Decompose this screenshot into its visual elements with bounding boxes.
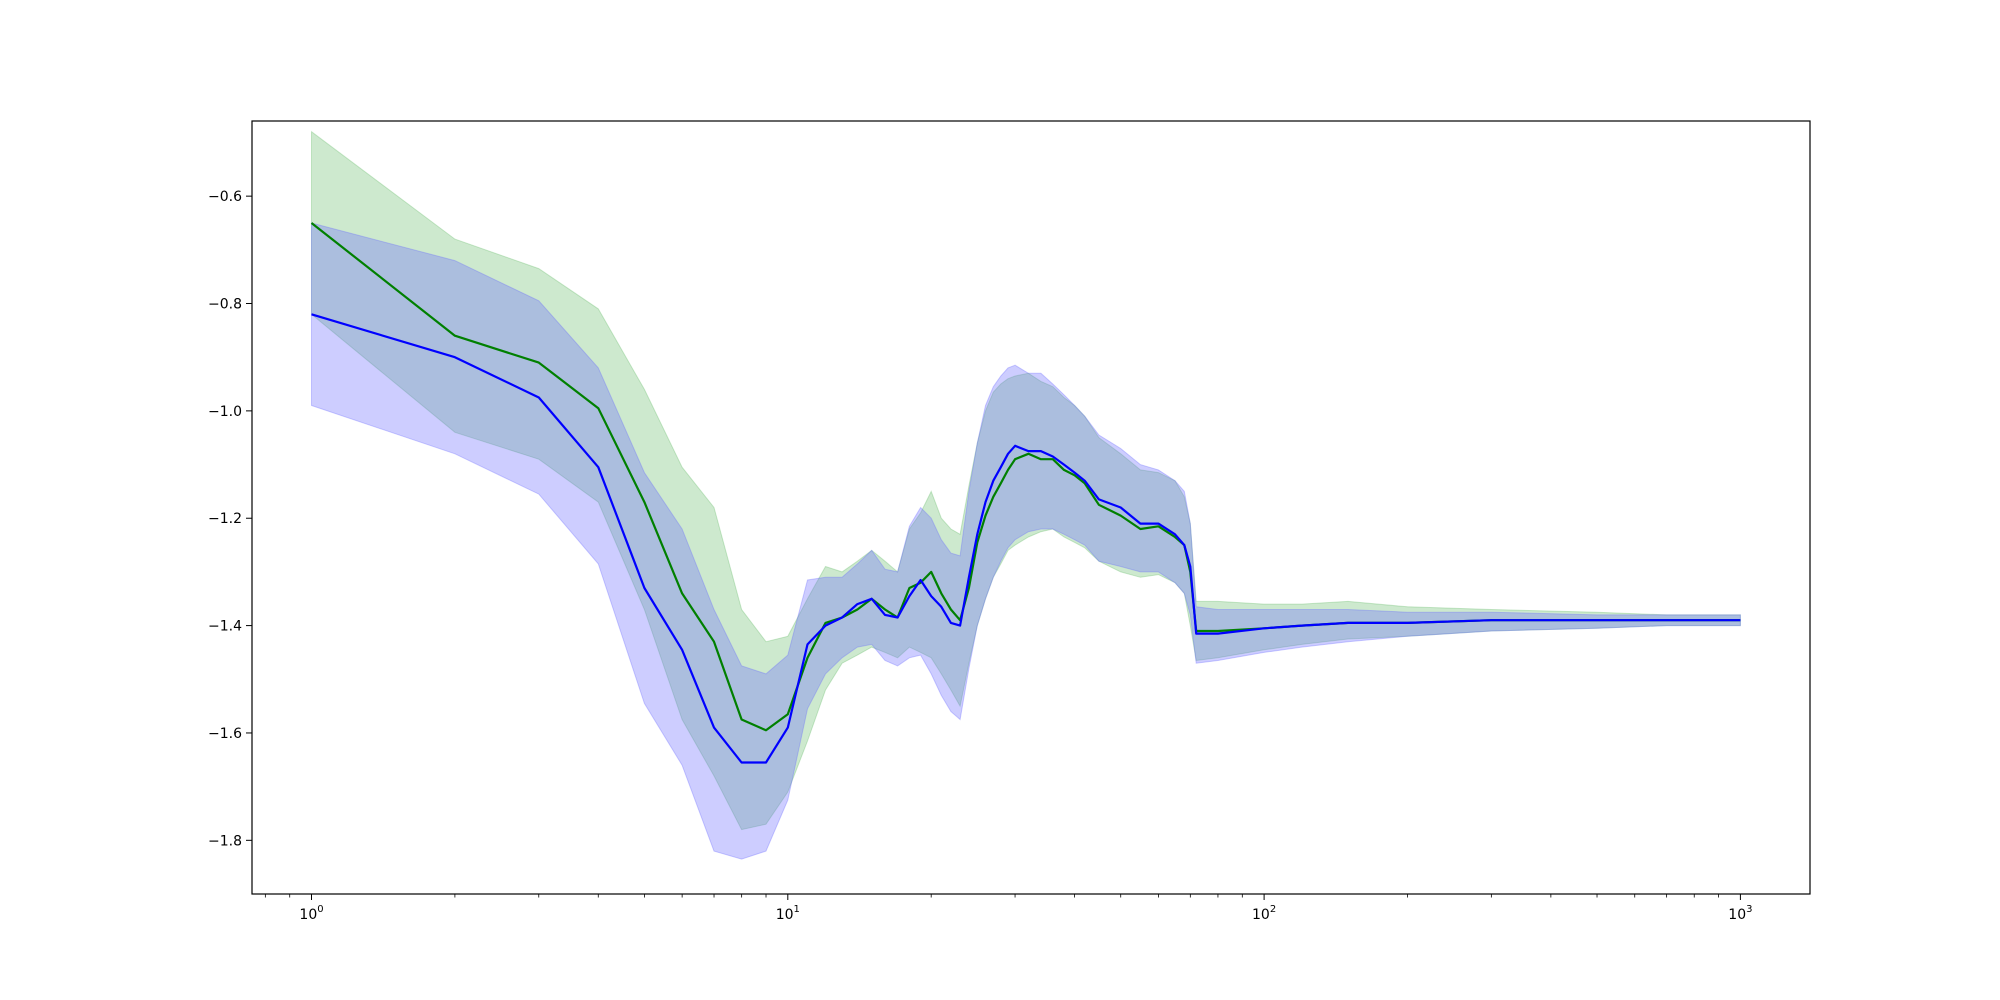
y-tick-label: −1.6 bbox=[208, 726, 242, 742]
x-tick-label: 101 bbox=[776, 904, 800, 923]
series-1-band bbox=[311, 130, 1741, 831]
x-tick-label: 102 bbox=[1252, 904, 1276, 923]
y-tick-label: −0.6 bbox=[208, 189, 242, 205]
plot-area-frame bbox=[251, 120, 1811, 895]
series-2-line bbox=[311, 313, 1741, 764]
y-tick-label: −1.4 bbox=[208, 619, 242, 635]
y-tick-label: −1.2 bbox=[208, 511, 242, 527]
y-axis: −0.6 −0.8 −1.0 −1.2 −1.4 −1.6 −1.8 bbox=[208, 189, 252, 849]
y-tick-label: −0.8 bbox=[208, 297, 242, 313]
series-2-band bbox=[311, 222, 1741, 860]
series-1-line bbox=[310, 222, 1741, 732]
confidence-bands bbox=[311, 130, 1741, 860]
x-tick-label: 103 bbox=[1728, 904, 1752, 923]
y-tick-label: −1.8 bbox=[208, 833, 242, 849]
x-axis: 100 101 102 103 bbox=[264, 894, 1753, 923]
series-lines bbox=[310, 222, 1741, 764]
x-tick-label: 100 bbox=[299, 904, 323, 923]
y-tick-label: −1.0 bbox=[208, 404, 242, 420]
